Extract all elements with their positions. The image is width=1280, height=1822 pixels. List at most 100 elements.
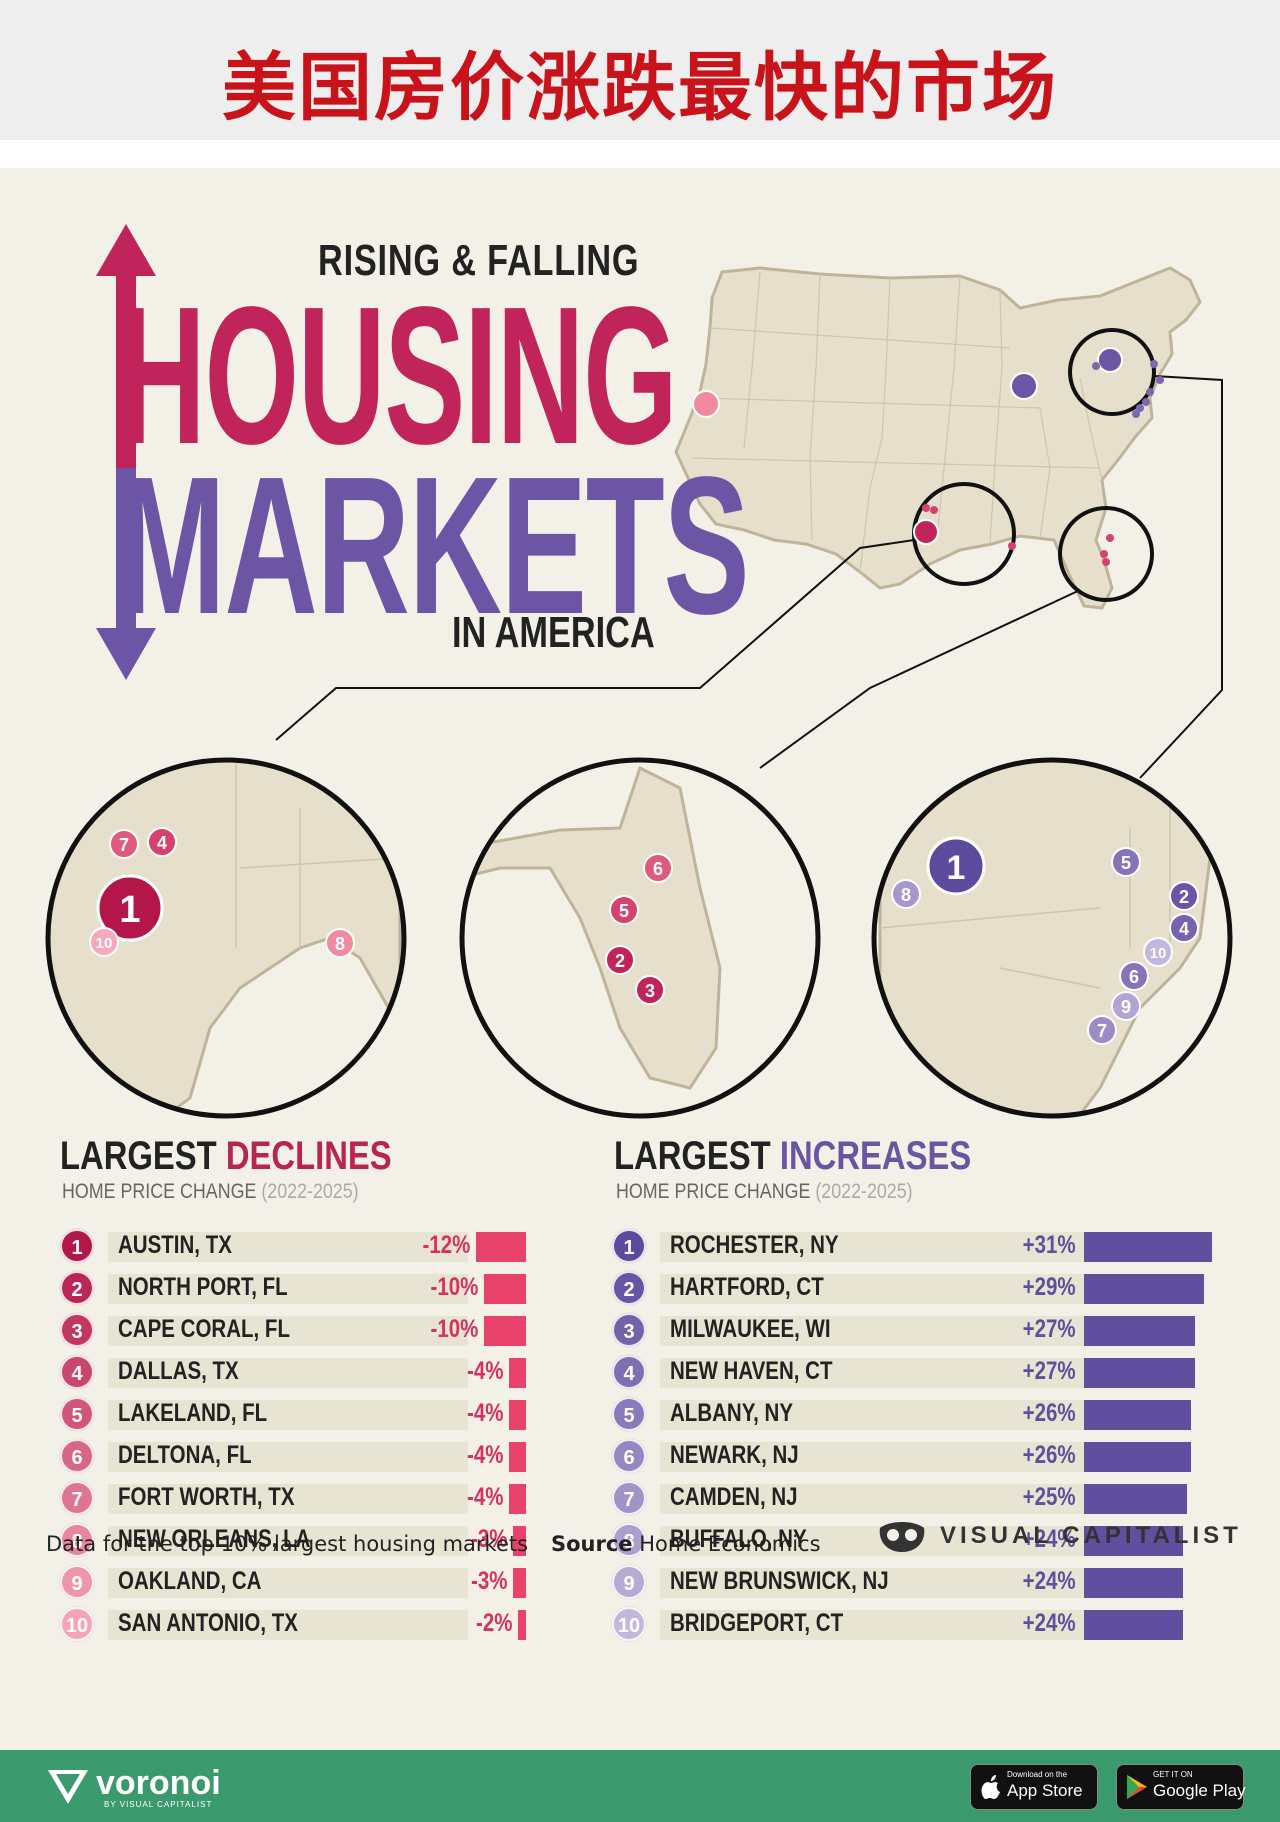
declines-subtitle: HOME PRICE CHANGE (2022-2025) [62,1180,359,1204]
city-name: NORTH PORT, FL [118,1273,288,1301]
value-bar [1084,1232,1212,1262]
value-bar [1084,1274,1204,1304]
svg-text:6: 6 [653,859,663,879]
app-store-big: App Store [1007,1781,1083,1800]
increases-list: 1 ROCHESTER, NY +31% 2 HARTFORD, CT +29% 3 MILW… [612,1228,1216,1641]
declines-title: LARGEST DECLINES [60,1134,392,1179]
google-play-button[interactable]: GET IT ON Google Play [1116,1764,1246,1810]
city-name: NEW ORLEANS, LA [118,1525,311,1553]
city-name: NEWARK, NJ [670,1441,799,1469]
table-row: 2 NORTH PORT, FL -10% [60,1270,526,1306]
percent-change: +31% [1022,1231,1076,1259]
table-row: 9 OAKLAND, CA -3% [60,1564,526,1600]
percent-change: -10% [430,1273,478,1301]
voronoi-logo[interactable]: voronoi BY VISUAL CAPITALIST [46,1764,266,1809]
source-value: Home Economics [632,1532,821,1556]
app-store-button[interactable]: Download on the App Store [970,1764,1098,1810]
table-row: 10 BRIDGEPORT, CT +24% [612,1606,1216,1642]
rank-badge: 8 [60,1523,94,1557]
percent-change: +27% [1022,1315,1076,1343]
svg-text:4: 4 [1179,919,1189,939]
increases-subtitle: HOME PRICE CHANGE (2022-2025) [616,1180,913,1204]
row-band [108,1232,468,1262]
table-row: 7 FORT WORTH, TX -4% [60,1480,526,1516]
percent-change: +24% [1022,1567,1076,1595]
svg-text:6: 6 [1129,967,1139,987]
increases-subtitle-a: HOME PRICE CHANGE [616,1180,816,1203]
rank-badge: 10 [612,1607,646,1641]
rank-badge: 5 [612,1397,646,1431]
table-row: 1 AUSTIN, TX -12% [60,1228,526,1264]
google-play-icon [1127,1775,1147,1799]
value-bar [509,1358,526,1388]
infographic: 7 4 1 10 8 6 5 2 3 1 8 5 2 [0,168,1280,1750]
table-row: 6 DELTONA, FL -4% [60,1438,526,1474]
bottom-bar: voronoi BY VISUAL CAPITALIST Download on… [0,1750,1280,1822]
rank-badge: 1 [612,1229,646,1263]
percent-change: -3% [470,1525,507,1553]
table-row: 3 MILWAUKEE, WI +27% [612,1312,1216,1348]
apple-icon [981,1775,1000,1799]
value-bar [484,1274,526,1304]
value-bar [1084,1568,1183,1598]
svg-text:10: 10 [1150,945,1167,962]
city-name: CAPE CORAL, FL [118,1315,290,1343]
footnote: Data for the top 10% largest housing mar… [46,1532,529,1556]
city-name: ROCHESTER, NY [670,1231,839,1259]
row-band [660,1232,1160,1262]
city-name: BRIDGEPORT, CT [670,1609,844,1637]
row-band [660,1358,1160,1388]
increases-subtitle-years: (2022-2025) [815,1180,913,1203]
table-row: 5 ALBANY, NY +26% [612,1396,1216,1432]
table-row: 1 ROCHESTER, NY +31% [612,1228,1216,1264]
us-marker-9 [692,390,720,418]
rank-badge: 4 [60,1355,94,1389]
percent-change: -3% [470,1567,507,1595]
value-bar [513,1526,526,1556]
value-bar [509,1442,526,1472]
value-bar [1084,1610,1183,1640]
city-name: ALBANY, NY [670,1399,794,1427]
table-row: 8 NEW ORLEANS, LA -3% [60,1522,526,1558]
row-band [108,1610,468,1640]
city-name: OAKLAND, CA [118,1567,262,1595]
increases-title-b: INCREASES [779,1134,972,1178]
city-name: HARTFORD, CT [670,1273,824,1301]
value-bar [1084,1526,1183,1556]
google-play-small: GET IT ON [1153,1770,1193,1779]
svg-text:9: 9 [1121,997,1131,1017]
percent-change: +24% [1022,1609,1076,1637]
percent-change: -4% [466,1483,503,1511]
voronoi-icon [48,1770,88,1804]
svg-text:5: 5 [619,901,629,921]
table-row: 4 DALLAS, TX -4% [60,1354,526,1390]
vc-mask-icon [879,1522,925,1552]
rank-badge: 2 [60,1271,94,1305]
row-band [108,1484,468,1514]
map-graphic: 7 4 1 10 8 6 5 2 3 1 8 5 2 [45,224,1233,1119]
row-band [108,1400,468,1430]
city-name: NEW HAVEN, CT [670,1357,833,1385]
percent-change: -12% [422,1231,470,1259]
svg-text:1: 1 [119,889,140,931]
row-band [660,1400,1160,1430]
percent-change: -2% [475,1609,512,1637]
percent-change: +26% [1022,1441,1076,1469]
value-bar [518,1610,526,1640]
up-arrow-icon [96,224,156,498]
svg-text:4: 4 [157,833,167,853]
header-in-america: IN AMERICA [452,608,655,657]
voronoi-subtext: BY VISUAL CAPITALIST [104,1800,213,1809]
declines-subtitle-a: HOME PRICE CHANGE [62,1180,262,1203]
visual-capitalist-logo: VISUAL CAPITALIST [876,1518,1238,1560]
header-markets: MARKETS [118,436,750,655]
svg-text:8: 8 [901,885,911,905]
percent-change: +27% [1022,1357,1076,1385]
svg-text:2: 2 [615,951,625,971]
value-bar [509,1400,526,1430]
table-row: 7 CAMDEN, NJ +25% [612,1480,1216,1516]
header-rising: RISING & FALLING [318,236,640,285]
percent-change: -4% [466,1357,503,1385]
us-marker-3 [1010,372,1038,400]
declines-title-a: LARGEST [60,1134,226,1178]
